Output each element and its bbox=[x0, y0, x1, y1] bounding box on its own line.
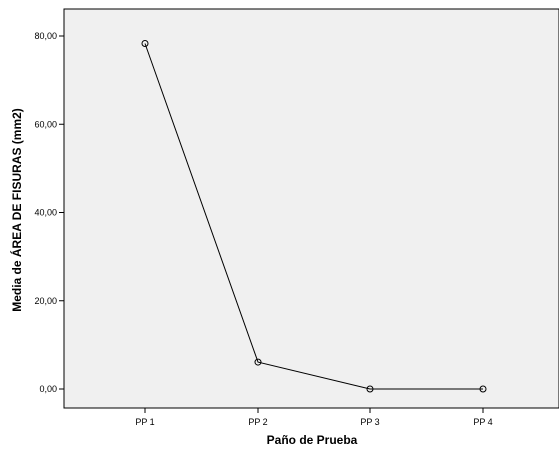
x-tick-label: PP 2 bbox=[248, 417, 267, 427]
y-tick-label: 20,00 bbox=[34, 296, 57, 306]
data-point-marker bbox=[479, 385, 487, 393]
series-group bbox=[141, 40, 487, 393]
data-point-marker bbox=[366, 385, 374, 393]
y-tick-label: 60,00 bbox=[34, 119, 57, 129]
series-line bbox=[144, 43, 483, 390]
plot-area bbox=[63, 8, 559, 409]
y-axis-title: Media de ÁREA DE FISURAS (mm2) bbox=[9, 108, 24, 312]
y-tick-label: 0,00 bbox=[39, 384, 57, 394]
x-tick-label: PP 3 bbox=[360, 417, 379, 427]
x-tick-label: PP 1 bbox=[135, 417, 154, 427]
x-axis-title: Paño de Prueba bbox=[267, 433, 358, 447]
data-point-marker bbox=[254, 358, 262, 366]
y-axis-ticks: 0,00 20,00 40,00 60,00 80,00 bbox=[34, 31, 64, 394]
x-tick-label: PP 4 bbox=[473, 417, 492, 427]
y-tick-label: 80,00 bbox=[34, 31, 57, 41]
x-axis-ticks: PP 1 PP 2 PP 3 PP 4 bbox=[135, 408, 493, 427]
y-tick-label: 40,00 bbox=[34, 208, 57, 218]
data-point-marker bbox=[141, 40, 149, 48]
